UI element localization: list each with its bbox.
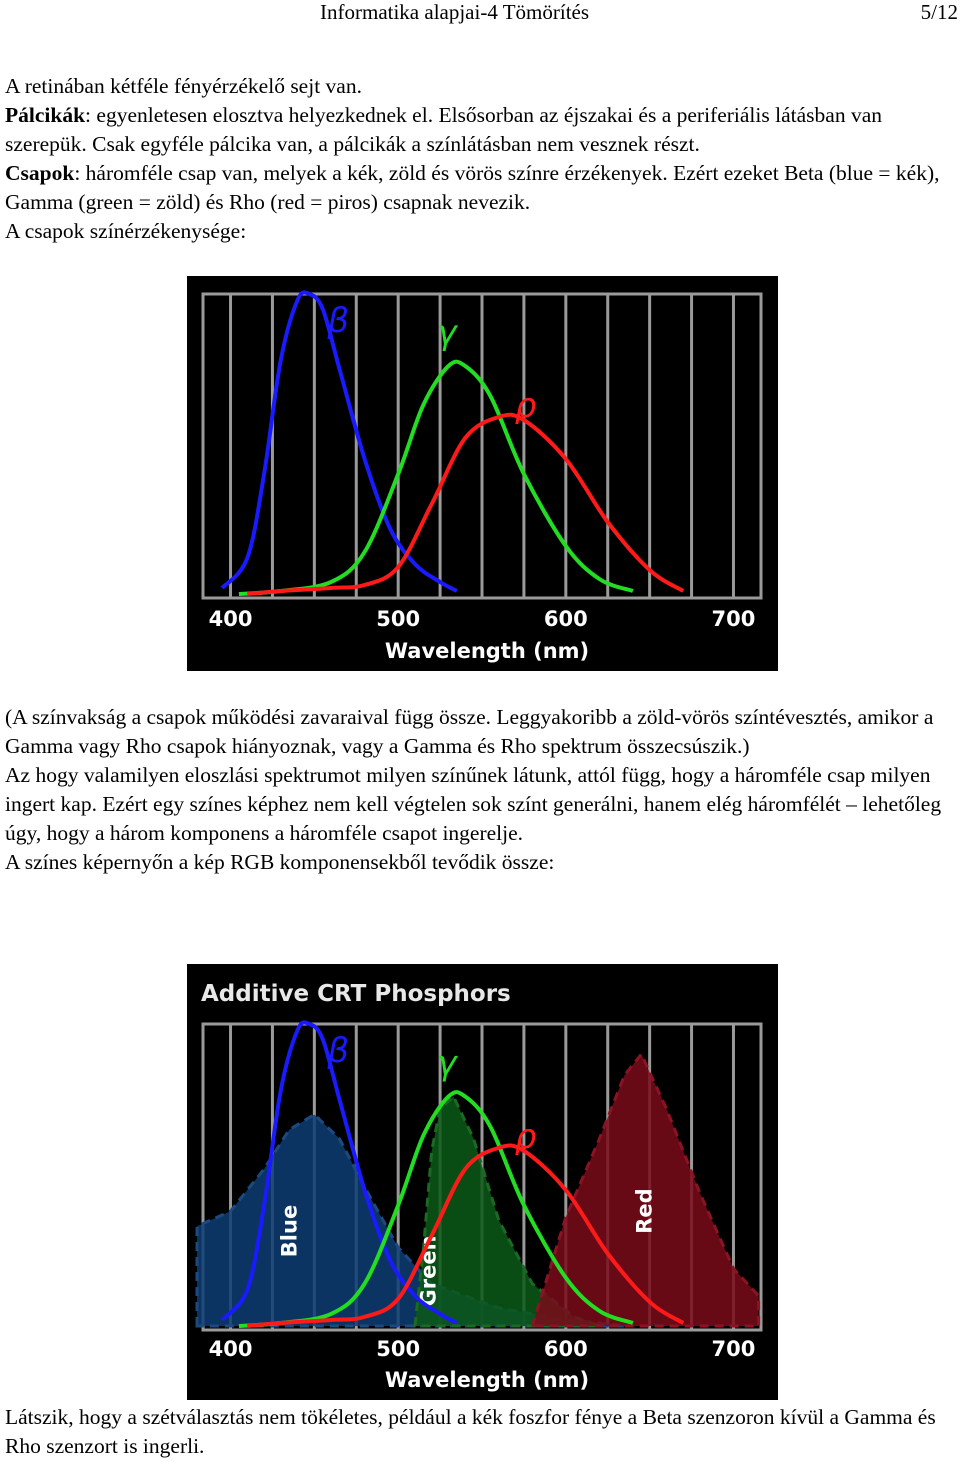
cones-term: Csapok <box>5 161 75 185</box>
x-tick-label: 600 <box>544 1337 588 1361</box>
intro-text: A retinában kétféle fényérzékelő sejt va… <box>5 72 957 246</box>
x-tick-label: 600 <box>544 607 588 631</box>
cone-sensitivity-chart: β γ ρ 400 500 600 700 Wavelength (nm) <box>187 276 778 671</box>
phosphor-label-red: Red <box>632 1188 656 1233</box>
x-tick-label: 700 <box>712 1337 756 1361</box>
curve-rho <box>247 412 685 596</box>
curve-gamma <box>238 1090 634 1328</box>
intro-line: A retinában kétféle fényérzékelő sejt va… <box>5 74 362 98</box>
phosphor-area-blue <box>195 1112 634 1328</box>
curve-label-beta: β <box>326 1031 349 1071</box>
phosphor-label-green: Green <box>417 1235 441 1306</box>
x-tick-label: 500 <box>376 607 420 631</box>
curve-label-beta: β <box>326 301 349 341</box>
curve-gamma <box>238 359 634 596</box>
colorblind-paragraph: (A színvakság a csapok működési zavaraiv… <box>5 705 934 758</box>
phosphor-label-blue: Blue <box>277 1205 301 1257</box>
curve-label-rho: ρ <box>515 386 537 426</box>
outro-text: Látszik, hogy a szétválasztás nem tökéle… <box>5 1403 957 1461</box>
page-header: Informatika alapjai-4 Tömörítés 5/12 <box>0 0 960 28</box>
x-tick-label: 400 <box>209 607 253 631</box>
curve-label-gamma: γ <box>436 313 458 353</box>
phosphor-area-red <box>530 1051 761 1328</box>
curve-label-gamma: γ <box>436 1043 458 1083</box>
curve-label-rho: ρ <box>515 1117 537 1157</box>
spectrum-paragraph: Az hogy valamilyen eloszlási spektrumot … <box>5 763 942 845</box>
rgb-paragraph: A színes képernyőn a kép RGB komponensek… <box>5 850 555 874</box>
cones-text: : háromféle csap van, melyek a kék, zöld… <box>5 161 940 214</box>
conclusion-paragraph: Látszik, hogy a szétválasztás nem tökéle… <box>5 1405 936 1458</box>
x-tick-label: 700 <box>712 607 756 631</box>
curve-beta <box>220 1020 458 1325</box>
cone-sensitivity-svg: β γ ρ 400 500 600 700 Wavelength (nm) <box>201 290 763 663</box>
x-tick-label: 500 <box>376 1337 420 1361</box>
curve-rho <box>247 1143 685 1328</box>
x-tick-label: 400 <box>209 1337 253 1361</box>
chart-title: Additive CRT Phosphors <box>201 981 511 1007</box>
rods-paragraph: Pálcikák: egyenletesen elosztva helyezke… <box>5 101 957 159</box>
page-title: Informatika alapjai-4 Tömörítés <box>320 0 590 24</box>
sensitivity-intro: A csapok színérzékenysége: <box>5 219 247 243</box>
rods-term: Pálcikák <box>5 103 86 127</box>
x-axis-label: Wavelength (nm) <box>385 639 589 663</box>
rods-text: : egyenletesen elosztva helyezkednek el.… <box>5 103 882 156</box>
page-number: 5/12 <box>920 0 958 24</box>
x-axis-label: Wavelength (nm) <box>385 1368 589 1392</box>
middle-text: (A színvakság a csapok működési zavaraiv… <box>5 703 957 877</box>
cones-paragraph: Csapok: háromféle csap van, melyek a kék… <box>5 159 957 217</box>
curve-beta <box>220 290 458 593</box>
